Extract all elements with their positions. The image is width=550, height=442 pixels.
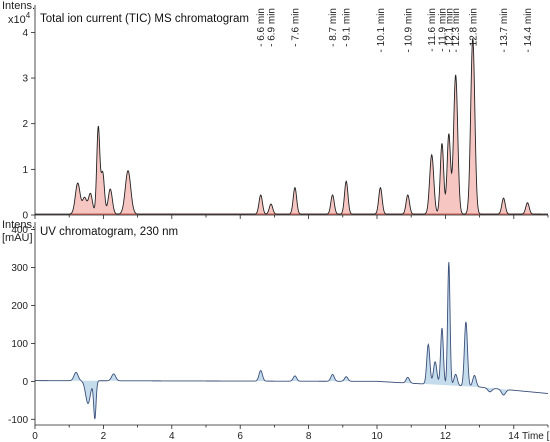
uv-panel: Intens. [mAU] UV chromatogram, 230 nm -1…: [2, 215, 550, 442]
uv-y-tick-label: 0: [22, 377, 28, 388]
uv-y-tick-label: 300: [11, 263, 28, 274]
tic-y-tick-label: 2: [22, 119, 28, 130]
tic-y-ticks: 0 1 2 3 4: [22, 28, 35, 222]
tic-y-tick-label: 4: [22, 28, 28, 39]
uv-trace: [35, 261, 549, 420]
uv-y-ticks: -100 0 100 200 300 400: [8, 225, 35, 426]
uv-x-tick-label: 14: [508, 431, 520, 442]
peak-annotation: - 6.9 min: [267, 8, 278, 47]
peak-annotation: - 11.9 min: [438, 8, 449, 52]
peak-annotation: - 12.8 min: [468, 8, 479, 52]
uv-y-tick-label: 200: [11, 301, 28, 312]
uv-y-tick-label: 100: [11, 339, 28, 350]
tic-trace: [35, 38, 548, 215]
peak-annotation: - 11.6 min: [427, 8, 438, 52]
peak-annotation: - 7.6 min: [290, 8, 301, 47]
uv-ylabel: Intens.: [2, 219, 35, 231]
tic-panel: Intens. x104 Total ion current (TIC) MS …: [2, 0, 548, 222]
uv-x-tick-label: 10: [371, 431, 383, 442]
uv-title: UV chromatogram, 230 nm: [40, 226, 178, 238]
uv-x-tick-label: 6: [237, 431, 243, 442]
uv-yunit: [mAU]: [2, 232, 33, 244]
uv-x-ticks: 0 2 4 6 8 10 12 14: [32, 215, 549, 442]
uv-x-tick-label: 0: [32, 431, 38, 442]
uv-y-tick-label: 400: [11, 225, 28, 236]
uv-x-tick-label: 8: [306, 431, 312, 442]
tic-y-tick-label: 1: [22, 165, 28, 176]
tic-title: Total ion current (TIC) MS chromatogram: [40, 13, 249, 25]
uv-x-tick-label: 4: [169, 431, 175, 442]
uv-fill-area: [35, 262, 548, 420]
peak-annotation: - 10.9 min: [403, 8, 414, 52]
uv-xlabel: Time [min]: [522, 431, 550, 442]
tic-y-tick-label: 0: [22, 211, 28, 222]
tic-yunit: x104: [8, 11, 31, 26]
peak-annotation: - 12.1 min: [444, 8, 455, 52]
peak-annotation: - 14.4 min: [523, 8, 534, 52]
peak-annotation: - 10.1 min: [376, 8, 387, 52]
uv-x-tick-label: 2: [101, 431, 107, 442]
tic-ylabel: Intens.: [2, 0, 35, 12]
uv-x-tick-label: 12: [440, 431, 452, 442]
peak-annotation: - 8.7 min: [328, 8, 339, 47]
tic-fill-area: [35, 38, 548, 215]
peak-annotation: - 12.3 min: [451, 8, 462, 52]
peak-annotation: - 6.6 min: [256, 8, 267, 47]
peak-annotation: - 9.1 min: [342, 8, 353, 47]
tic-y-tick-label: 3: [22, 74, 28, 85]
peak-annotations: - 6.6 min - 6.9 min - 7.6 min - 8.7 min - 9.…: [256, 8, 534, 52]
uv-axes: [34, 222, 548, 426]
peak-annotation: - 13.7 min: [499, 8, 510, 52]
uv-y-tick-label: -100: [8, 415, 28, 426]
